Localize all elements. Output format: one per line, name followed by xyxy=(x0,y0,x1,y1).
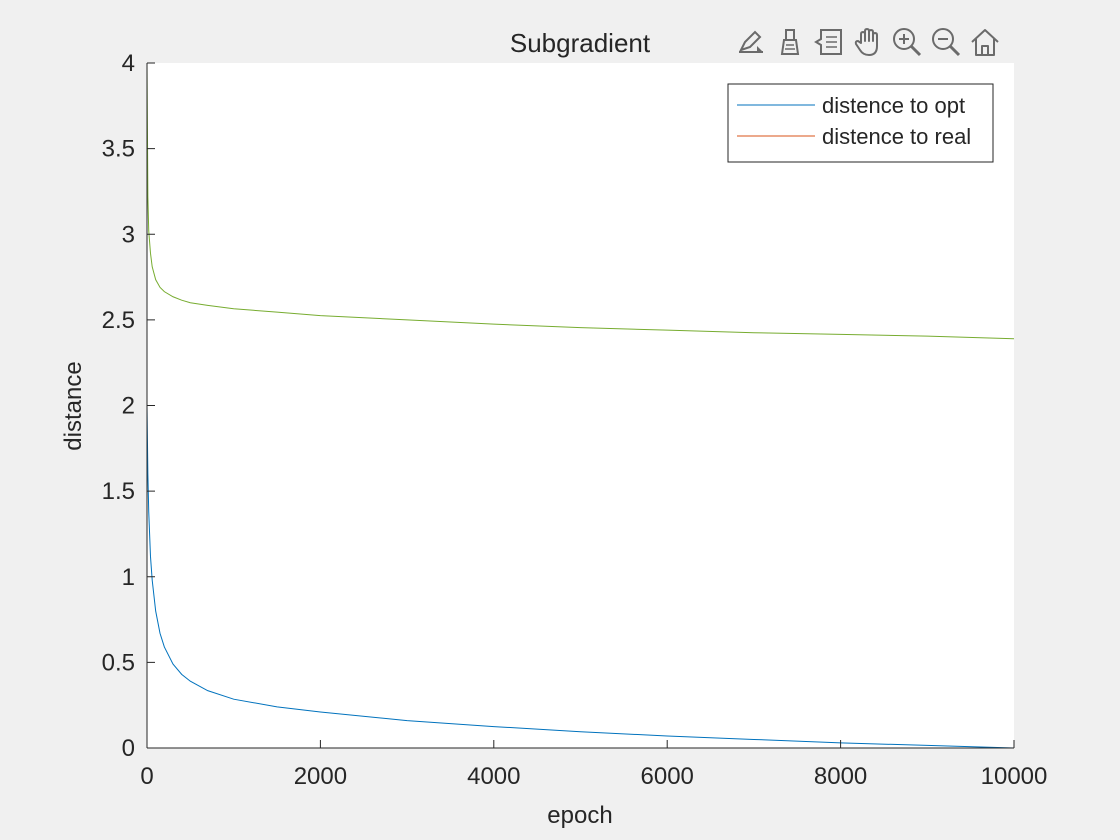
y-tick-label: 3 xyxy=(122,221,135,248)
legend-label: distence to real xyxy=(822,124,971,149)
y-tick-label: 0.5 xyxy=(102,649,135,676)
y-tick-label: 1.5 xyxy=(102,478,135,505)
x-tick-label: 2000 xyxy=(294,763,347,790)
series-line-3 xyxy=(146,62,1015,340)
home-icon[interactable] xyxy=(968,25,1002,59)
x-tick-label: 6000 xyxy=(641,763,694,790)
edit-plot-icon[interactable] xyxy=(734,25,768,59)
y-axis-label: distance xyxy=(60,361,87,450)
legend-box xyxy=(727,83,994,163)
axes-toolbar xyxy=(734,22,1002,62)
plot-area xyxy=(147,63,1014,748)
axes-layer: 0 2000 4000 6000 8000 10000 0 0.5 1 1.5 2 2.5 3 3.5 4 xyxy=(102,50,1048,790)
x-tick-label: 4000 xyxy=(467,763,520,790)
series-line-1 xyxy=(146,405,1015,749)
y-tick-label: 3.5 xyxy=(102,136,135,163)
legend-label: distence to opt xyxy=(822,93,965,118)
y-tick-label: 2.5 xyxy=(102,307,135,334)
x-axis-label: epoch xyxy=(547,802,612,829)
legend[interactable]: distence to opt distence to real xyxy=(727,83,994,163)
x-tick-label: 10000 xyxy=(981,763,1048,790)
x-tick-label: 8000 xyxy=(814,763,867,790)
zoom-in-icon[interactable] xyxy=(890,25,924,59)
x-tick-label: 0 xyxy=(140,763,153,790)
zoom-out-icon[interactable] xyxy=(929,25,963,59)
data-tips-icon[interactable] xyxy=(812,25,846,59)
y-tick-label: 2 xyxy=(122,393,135,420)
y-tick-label: 0 xyxy=(122,735,135,762)
y-tick-label: 1 xyxy=(122,564,135,591)
pan-hand-icon[interactable] xyxy=(851,25,885,59)
chart-title: Subgradient xyxy=(510,28,651,58)
brush-icon[interactable] xyxy=(773,25,807,59)
y-tick-label: 4 xyxy=(122,50,135,77)
